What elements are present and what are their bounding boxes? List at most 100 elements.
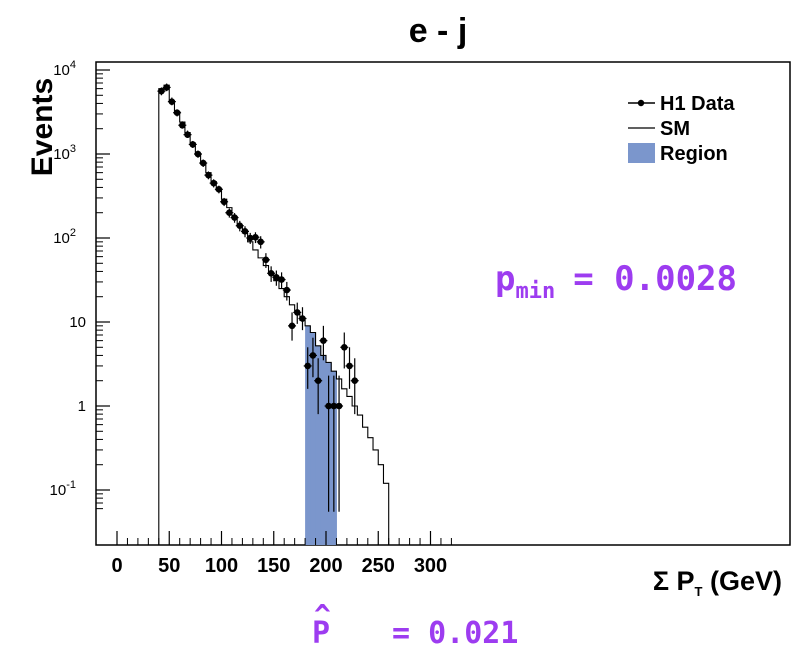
data-point: [261, 253, 270, 268]
legend: H1 Data SM Region: [628, 93, 735, 165]
data-marker: [168, 98, 176, 105]
x-tick-label: 0: [111, 555, 122, 577]
data-point: [157, 87, 166, 96]
phat-value: = 0.021: [392, 616, 518, 651]
data-point: [329, 375, 338, 512]
data-marker: [325, 402, 332, 410]
data-marker: [252, 233, 259, 241]
legend-entry-region: Region: [628, 143, 728, 165]
phat-annotation: ^ P = 0.021: [312, 598, 518, 651]
legend-entry-sm: SM: [628, 118, 690, 140]
x-axis-label-sigma: Σ P: [653, 566, 695, 596]
data-point: [282, 281, 291, 301]
data-marker: [173, 109, 181, 117]
region-layer: [305, 325, 337, 545]
data-point: [345, 347, 354, 389]
data-marker: [299, 315, 306, 322]
x-tick-label: 250: [362, 555, 395, 577]
data-marker: [215, 185, 223, 193]
pmin-annotation: pmin = 0.0028: [495, 259, 737, 304]
x-tick-label: 100: [205, 555, 238, 577]
axis-layer: 0 50 100 150 200 250 300 10-1 1 10 102 103 104: [50, 59, 452, 577]
x-axis-label-unit: (GeV): [702, 566, 782, 596]
x-tick-label: 50: [158, 555, 180, 577]
data-marker: [283, 286, 291, 294]
data-marker: [220, 198, 228, 206]
phat-symbol: P: [312, 616, 330, 651]
y-tick-label: 103: [53, 143, 76, 163]
data-point: [162, 83, 171, 92]
region-bin: [310, 332, 317, 545]
data-marker: [205, 171, 212, 179]
data-point: [277, 272, 286, 289]
x-tick-label: 200: [309, 555, 342, 577]
data-point: [188, 140, 197, 148]
data-marker: [262, 256, 270, 264]
data-point: [350, 358, 359, 415]
data-marker: [267, 269, 275, 277]
data-point: [173, 109, 182, 117]
y-tick-label: 10: [69, 314, 86, 331]
data-point: [209, 179, 218, 188]
data-point: [235, 220, 244, 232]
data-marker: [246, 234, 254, 242]
data-marker: [189, 141, 197, 148]
data-marker: [314, 377, 322, 385]
sm-histogram-line: [158, 84, 390, 545]
data-point: [193, 150, 202, 158]
x-axis-label-sub: T: [695, 584, 703, 599]
data-marker: [304, 362, 312, 370]
data-point: [288, 312, 297, 341]
data-marker: [351, 377, 359, 385]
legend-entry-data: H1 Data: [628, 93, 735, 115]
x-tick-label: 150: [257, 555, 290, 577]
data-marker: [309, 352, 317, 359]
phat-hat: ^: [314, 598, 331, 631]
y-tick-label: 10-1: [50, 479, 76, 499]
data-marker: [226, 209, 233, 217]
region-bin: [315, 345, 322, 545]
data-marker: [288, 322, 296, 330]
data-point: [220, 197, 229, 207]
data-marker: [340, 343, 348, 351]
data-point: [225, 208, 234, 218]
data-point: [241, 226, 250, 238]
data-point: [204, 171, 213, 180]
sm-layer: [158, 84, 390, 545]
data-point: [308, 337, 317, 378]
legend-label-data: H1 Data: [660, 93, 735, 115]
data-point: [293, 302, 302, 324]
data-point: [267, 266, 276, 282]
data-marker: [236, 222, 244, 230]
y-axis-label: Events: [26, 78, 59, 176]
x-tick-label: 300: [414, 555, 447, 577]
data-point: [340, 332, 349, 369]
legend-region-swatch: [628, 143, 655, 163]
data-marker: [199, 159, 207, 167]
data-point: [314, 358, 323, 415]
data-marker: [179, 121, 186, 129]
legend-label-sm: SM: [660, 118, 690, 140]
x-axis-label: Σ PT (GeV): [653, 566, 782, 599]
data-marker: [293, 309, 301, 316]
data-marker: [320, 337, 327, 344]
data-layer: [157, 83, 359, 512]
pmin-base: p: [495, 259, 515, 299]
legend-label-region: Region: [660, 143, 728, 165]
chart-title: e - j: [409, 12, 468, 50]
y-tick-label: 104: [53, 59, 76, 79]
y-tick-label: 102: [53, 227, 76, 247]
data-marker: [346, 362, 353, 370]
data-marker: [210, 179, 217, 187]
data-marker: [278, 276, 285, 283]
data-marker: [241, 228, 249, 235]
data-point: [183, 130, 192, 139]
plot-frame: [95, 61, 791, 546]
data-marker: [330, 402, 338, 410]
pmin-subscript: min: [515, 279, 555, 304]
data-marker: [335, 402, 343, 410]
data-point: [298, 307, 307, 331]
data-point: [199, 159, 208, 168]
data-point: [178, 121, 187, 129]
